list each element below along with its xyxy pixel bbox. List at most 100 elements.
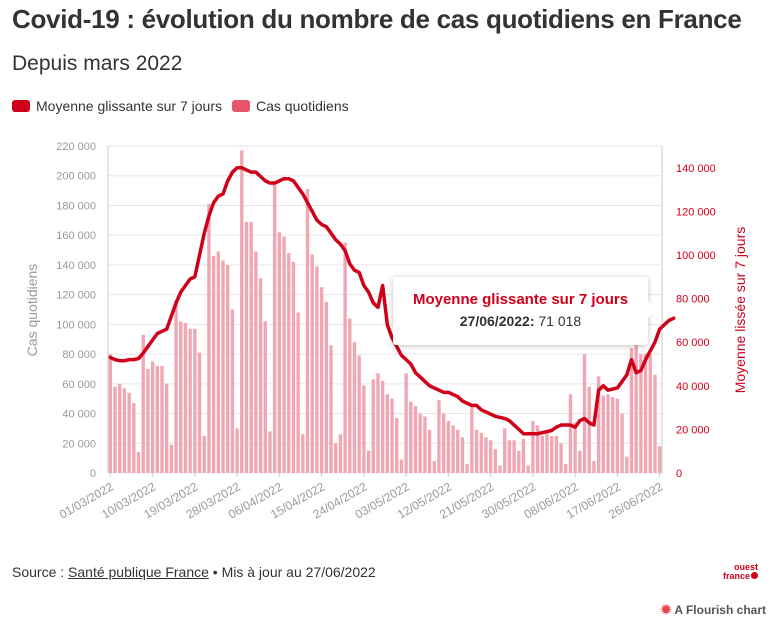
bar (568, 394, 573, 473)
bar (545, 432, 549, 473)
bar (456, 429, 460, 473)
bar (531, 420, 535, 473)
bar (512, 440, 516, 473)
flourish-star-icon: ✹ (660, 602, 672, 617)
bar (169, 444, 174, 473)
source-link[interactable]: Santé publique France (68, 564, 209, 580)
bar (442, 413, 446, 473)
legend-label-daily-cases: Cas quotidiens (256, 98, 349, 114)
right-axis-label: Moyenne lissée sur 7 jours (732, 227, 748, 394)
right-tick-label: 100 000 (676, 250, 716, 262)
flourish-credit[interactable]: ✹ A Flourish chart (661, 602, 766, 618)
bar (127, 392, 131, 473)
left-tick-label: 20 000 (62, 438, 96, 450)
bar (587, 386, 591, 473)
left-tick-label: 100 000 (56, 319, 96, 331)
bar (371, 379, 375, 473)
bar (596, 376, 601, 473)
bar (352, 342, 357, 473)
bar (484, 437, 488, 473)
bar (319, 287, 324, 473)
bar (657, 446, 662, 473)
bar (193, 328, 197, 473)
left-tick-label: 60 000 (62, 379, 96, 391)
left-tick-label: 220 000 (56, 141, 96, 153)
bar (582, 354, 587, 473)
bar (634, 334, 638, 473)
flourish-label: A Flourish chart (674, 603, 766, 617)
bar (507, 440, 512, 473)
bar (399, 459, 404, 473)
bar (197, 352, 202, 473)
right-tick-label: 120 000 (676, 206, 716, 218)
bar (244, 221, 249, 473)
gridlines (107, 145, 663, 474)
bar (141, 334, 145, 473)
bar (211, 255, 216, 473)
line-layer (108, 166, 676, 436)
bar (338, 434, 343, 473)
bar (517, 450, 521, 473)
bar (362, 385, 366, 473)
bar (334, 443, 338, 473)
bar (540, 435, 544, 473)
left-tick-label: 80 000 (62, 349, 96, 361)
legend-item-moving-average[interactable]: Moyenne glissante sur 7 jours (12, 98, 222, 114)
bar (521, 438, 526, 473)
bar (287, 253, 291, 473)
bar (409, 401, 413, 473)
bar (437, 400, 441, 473)
bar (395, 418, 399, 473)
chart-subtitle: Depuis mars 2022 (12, 52, 183, 75)
left-tick-label: 140 000 (56, 260, 96, 272)
right-tick-label: 40 000 (676, 381, 710, 393)
update-date: Mis à jour au 27/06/2022 (221, 564, 376, 580)
bar (207, 203, 211, 473)
left-tick-label: 0 (90, 468, 96, 480)
bar (390, 398, 394, 473)
bar (301, 434, 305, 473)
bar (427, 429, 432, 473)
bar (165, 383, 169, 473)
bar (324, 302, 328, 473)
bar (235, 428, 239, 473)
bar (611, 397, 615, 473)
bar (493, 449, 498, 473)
legend-swatch-moving-average (12, 100, 30, 112)
right-tick-label: 60 000 (676, 337, 710, 349)
bar (310, 254, 314, 473)
bar (432, 461, 436, 473)
bar (653, 374, 657, 473)
bar (451, 425, 455, 473)
bar (155, 365, 159, 473)
x-axis-ticks: 01/03/202210/03/202219/03/202228/03/2022… (57, 473, 665, 522)
bars (108, 150, 662, 474)
source-prefix: Source : (12, 564, 69, 580)
bar (221, 260, 225, 473)
legend-swatch-daily-cases (232, 100, 250, 112)
bar (357, 355, 361, 473)
bar (564, 464, 568, 473)
legend-item-daily-cases[interactable]: Cas quotidiens (232, 98, 349, 114)
bar (136, 452, 141, 473)
bar (479, 432, 483, 473)
bar (465, 464, 469, 473)
bar (648, 354, 652, 473)
bar (291, 261, 296, 473)
bar (216, 251, 221, 473)
right-tick-label: 140 000 (676, 163, 716, 175)
footer: Source : Santé publique France • Mis à j… (12, 564, 376, 580)
legend: Moyenne glissante sur 7 jours Cas quotid… (12, 98, 349, 114)
bar (226, 264, 230, 473)
bar (132, 403, 136, 473)
ouest-france-logo[interactable]: ouest france (712, 563, 758, 581)
bar (470, 404, 474, 473)
bar (315, 266, 319, 473)
bar (629, 348, 634, 473)
bar (380, 380, 385, 473)
bar (282, 236, 286, 473)
legend-label-moving-average: Moyenne glissante sur 7 jours (36, 98, 222, 114)
bar (460, 437, 465, 473)
bar (639, 354, 643, 473)
bar (305, 189, 310, 473)
